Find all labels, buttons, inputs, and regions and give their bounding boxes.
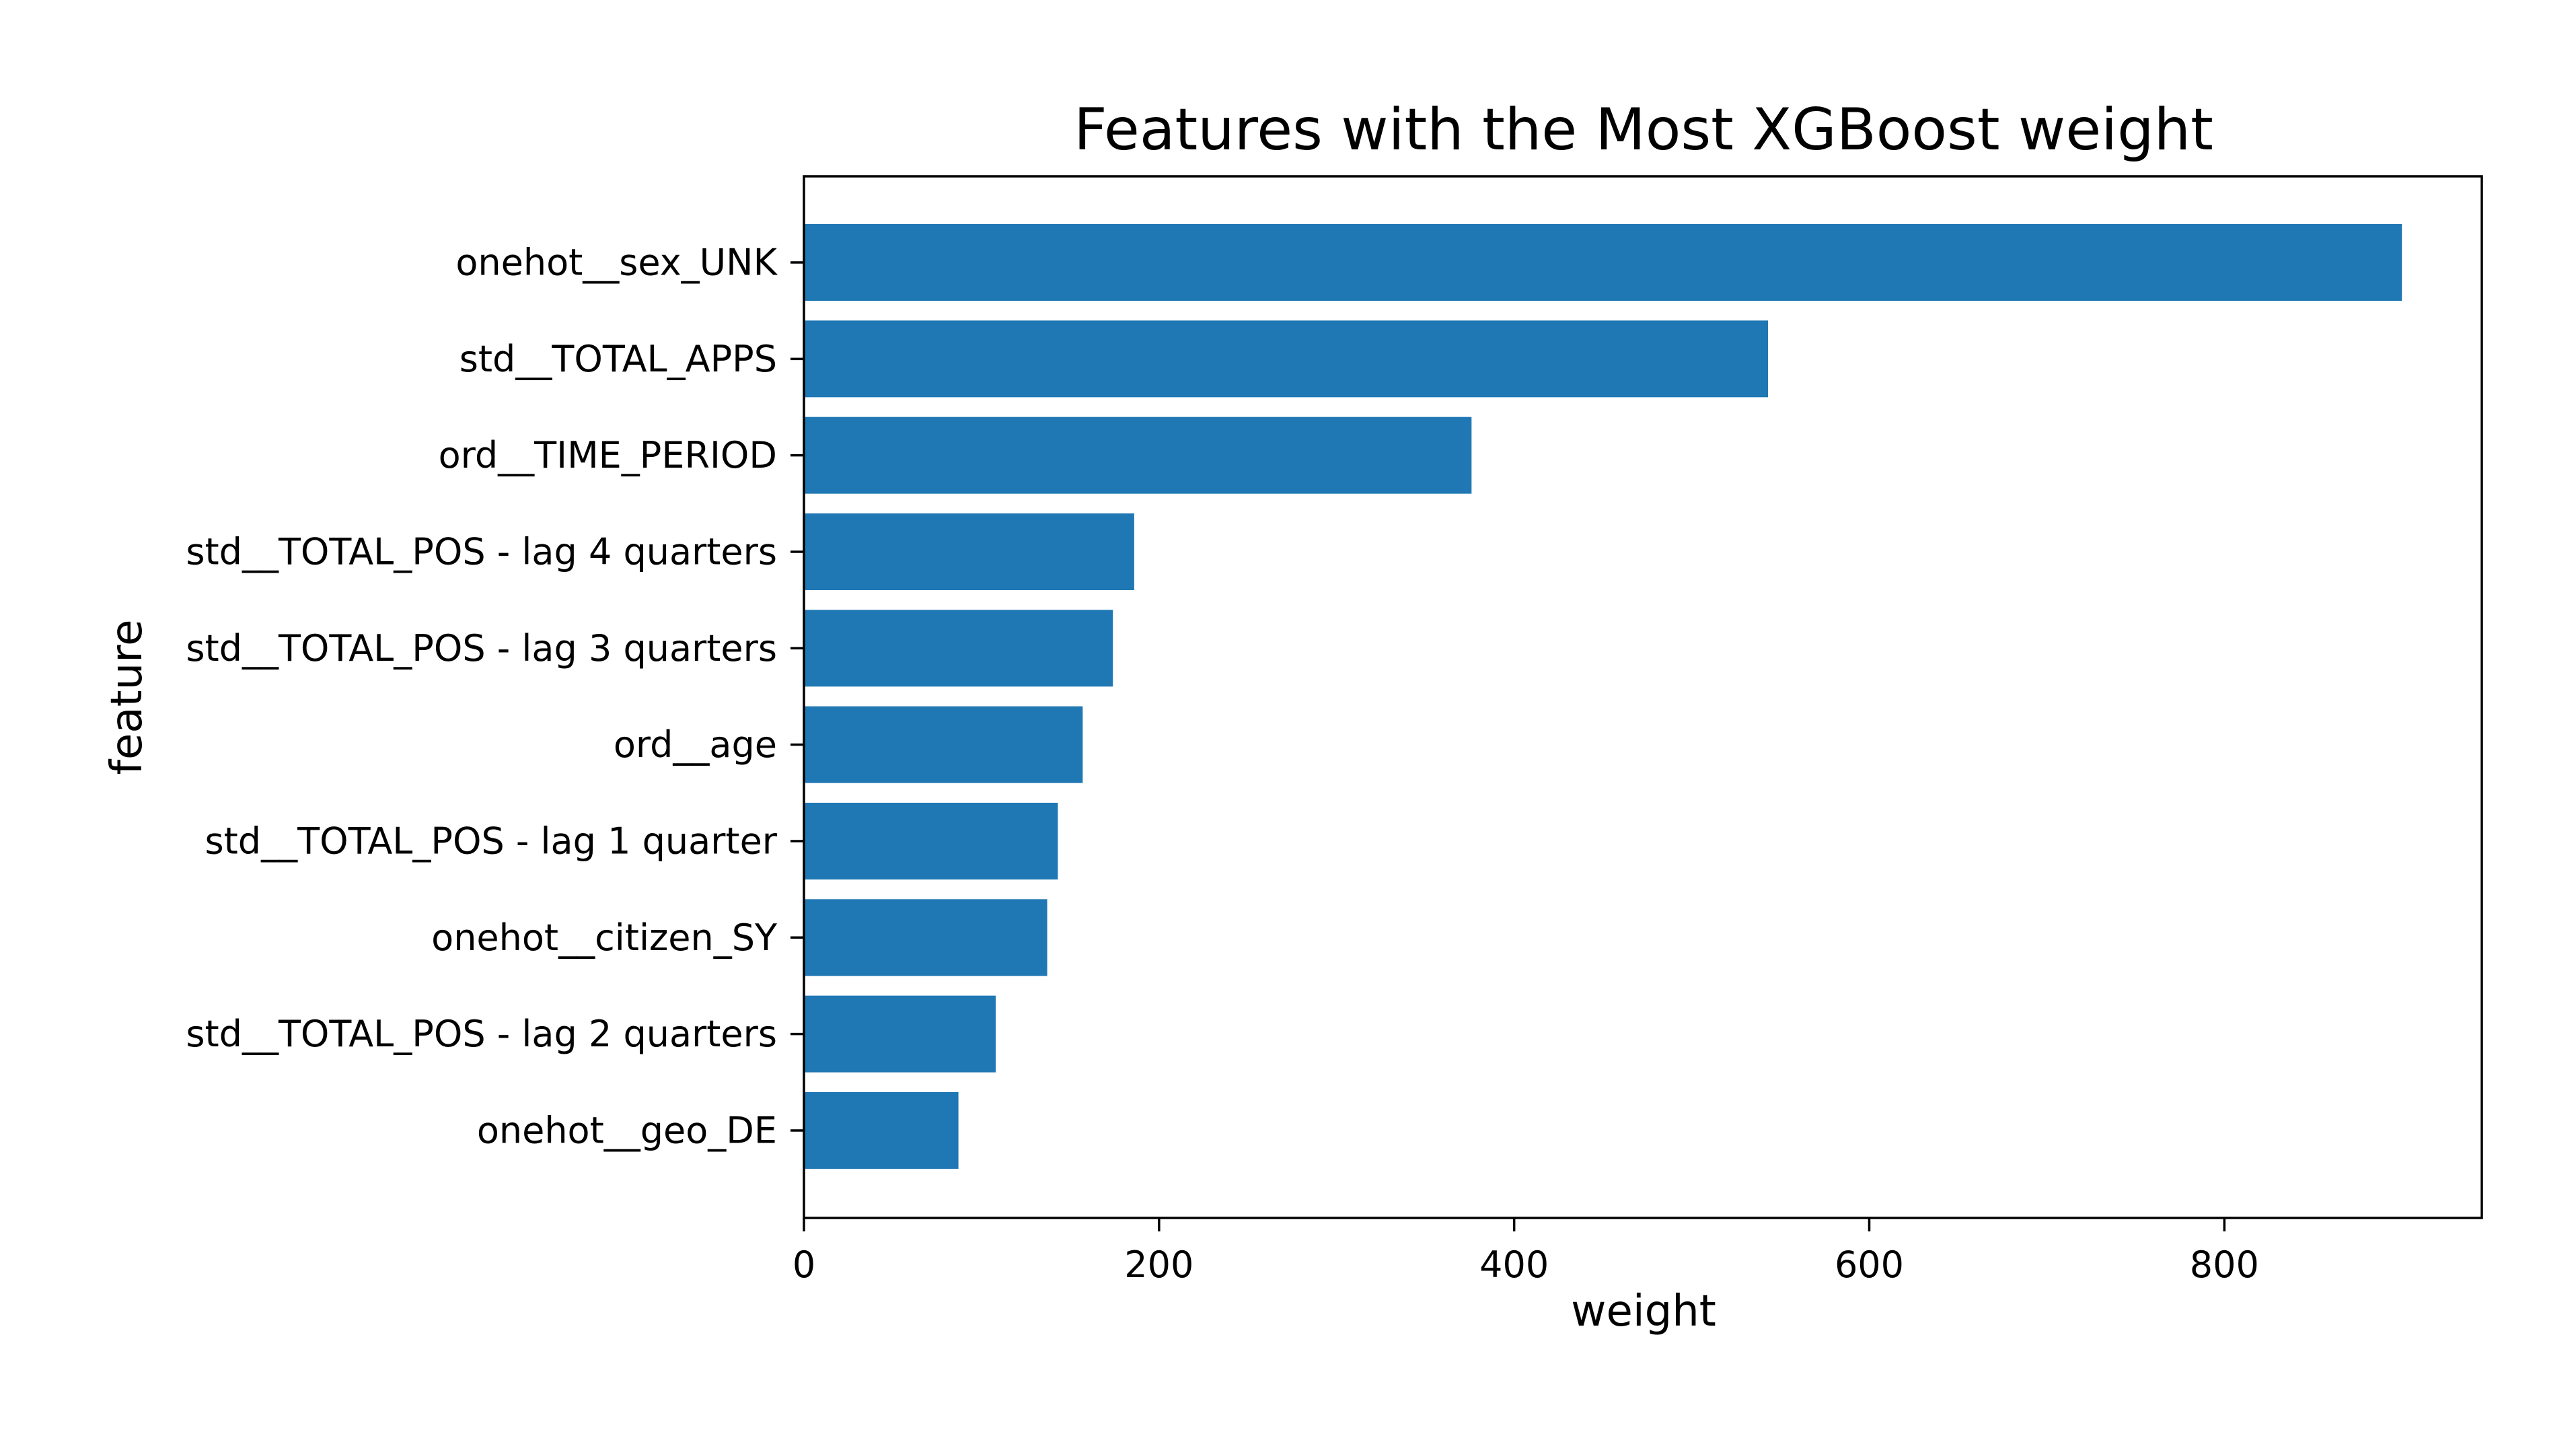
bar-onehot-geo-de	[804, 1091, 959, 1169]
plot-area-frame	[803, 175, 2483, 1219]
y-tick-label: std__TOTAL_POS - lag 2 quarters	[186, 1013, 777, 1055]
y-tick-label: std__TOTAL_POS - lag 4 quarters	[186, 530, 777, 573]
y-tick-label: onehot__geo_DE	[477, 1109, 777, 1151]
y-tick-label: onehot__sex_UNK	[455, 242, 778, 284]
y-axis-label: feature	[102, 619, 152, 775]
y-axis-ticks: onehot__sex_UNK std__TOTAL_APPS ord__TIME_…	[186, 242, 804, 1151]
bar-ord-age	[804, 706, 1083, 783]
bar-std-total-apps	[804, 320, 1769, 398]
y-tick-label: std__TOTAL_POS - lag 1 quarter	[205, 820, 778, 862]
y-tick-label: onehot__citizen_SY	[431, 916, 778, 959]
bar-ord-time-period	[804, 417, 1472, 494]
y-tick-label: std__TOTAL_APPS	[459, 338, 777, 380]
x-tick-label: 800	[2190, 1244, 2259, 1286]
bar-std-total-pos-lag-2-quarters	[804, 995, 996, 1073]
x-tick-label: 0	[793, 1244, 815, 1286]
bar-onehot-sex-unk	[804, 224, 2402, 301]
bar-std-total-pos-lag-3-quarters	[804, 610, 1113, 687]
x-tick-label: 600	[1835, 1244, 1904, 1286]
bar-onehot-citizen-sy	[804, 899, 1047, 976]
y-tick-label: ord__TIME_PERIOD	[439, 434, 777, 476]
x-tick-label: 200	[1124, 1244, 1193, 1286]
x-axis-ticks: 0 200 400 600 800	[793, 1218, 2259, 1286]
chart-title: Features with the Most XGBoost weight	[1074, 96, 2213, 164]
y-tick-label: std__TOTAL_POS - lag 3 quarters	[186, 627, 777, 670]
x-axis-label: weight	[1571, 1287, 1716, 1336]
bar-std-total-pos-lag-1-quarter	[804, 802, 1058, 879]
bars-group	[804, 224, 2402, 1169]
bar-std-total-pos-lag-4-quarters	[804, 513, 1134, 590]
y-tick-label: ord__age	[614, 723, 777, 766]
x-tick-label: 400	[1479, 1244, 1549, 1286]
